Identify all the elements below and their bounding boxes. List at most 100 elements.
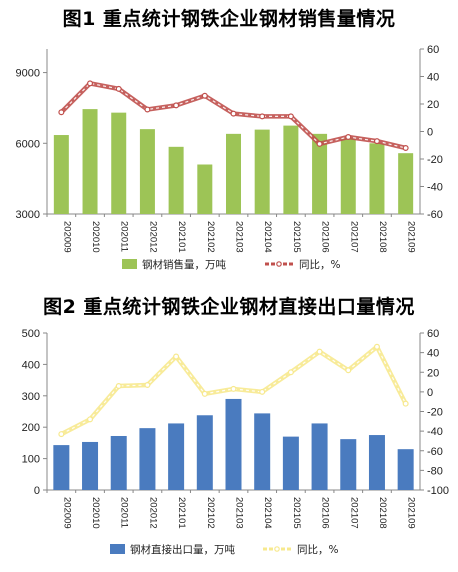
x-tick-label: 202012: [147, 497, 158, 529]
yoy-point: [287, 369, 294, 376]
x-tick-label: 202010: [90, 497, 101, 529]
right-tick-label: 20: [427, 99, 439, 111]
yoy-point: [173, 102, 180, 109]
yoy-point: [316, 140, 323, 147]
yoy-point: [115, 382, 122, 389]
left-tick-label: 9000: [16, 68, 40, 80]
bar: [312, 133, 328, 214]
bar: [225, 398, 242, 490]
yoy-point: [287, 113, 294, 120]
x-tick-label: 202009: [61, 221, 72, 253]
x-tick-label: 202109: [406, 497, 417, 529]
right-tick-label: 60: [427, 44, 439, 56]
yoy-point: [259, 113, 266, 120]
yoy-point: [373, 343, 380, 350]
yoy-point: [230, 385, 237, 392]
legend-bar-swatch: [122, 259, 137, 269]
yoy-point: [402, 400, 409, 407]
left-tick-label: 100: [22, 454, 40, 466]
x-tick-label: 202011: [119, 221, 130, 252]
yoy-point: [345, 367, 352, 374]
legend-bar-swatch: [110, 544, 125, 554]
bar: [168, 146, 184, 214]
left-tick-label: 400: [22, 359, 40, 371]
bar: [254, 129, 270, 214]
legend-line-label: 同比，%: [299, 258, 340, 271]
bar: [82, 109, 98, 214]
right-tick-label: -100: [427, 485, 449, 497]
bar: [139, 129, 155, 214]
yoy-point: [373, 138, 380, 145]
legend-line-marker: [276, 261, 282, 267]
right-tick-label: 20: [427, 367, 439, 379]
bar: [340, 439, 357, 490]
x-tick-label: 202106: [320, 497, 331, 529]
bar: [168, 423, 185, 490]
x-tick-label: 202105: [291, 221, 302, 253]
x-tick-label: 202103: [234, 221, 245, 253]
x-tick-label: 202109: [406, 221, 417, 253]
left-tick-label: 3000: [16, 209, 40, 221]
right-tick-label: 0: [427, 387, 433, 399]
x-tick-label: 202012: [147, 221, 158, 253]
yoy-point: [201, 92, 208, 99]
legend-line-label: 同比，%: [297, 543, 338, 556]
left-tick-label: 0: [34, 485, 40, 497]
bar: [111, 112, 127, 214]
bar: [311, 423, 328, 490]
bar: [110, 435, 127, 490]
right-tick-label: 40: [427, 72, 439, 84]
yoy-point: [58, 431, 65, 438]
yoy-point: [316, 348, 323, 355]
chart-1-title: 图1 重点统计钢铁企业钢材销售量情况: [62, 8, 396, 30]
x-tick-label: 202107: [348, 497, 359, 529]
yoy-point: [87, 416, 94, 423]
bar: [283, 125, 299, 214]
legend-line-marker: [274, 546, 280, 552]
bar: [368, 435, 385, 490]
bar: [340, 137, 356, 214]
bar: [397, 449, 414, 490]
left-tick-label: 300: [22, 391, 40, 403]
right-tick-label: -80: [427, 465, 443, 477]
yoy-point: [259, 388, 266, 395]
x-tick-label: 202101: [176, 497, 187, 529]
left-tick-label: 200: [22, 422, 40, 434]
x-tick-label: 202108: [377, 497, 388, 529]
right-tick-label: -60: [427, 209, 443, 221]
yoy-point: [144, 382, 151, 389]
x-tick-label: 202108: [377, 221, 388, 253]
legend-bar-label: 钢材销售量，万吨: [142, 258, 226, 271]
bar: [53, 135, 69, 214]
yoy-point: [402, 145, 409, 152]
bar: [282, 436, 299, 490]
chart-1-plot: 3000 6000 9000 -60 -40 -20 0 20 40 60 202009 202010…: [16, 44, 443, 271]
yoy-point: [173, 353, 180, 360]
left-tick-label: 500: [22, 328, 40, 340]
chart-1: 图1 重点统计钢铁企业钢材销售量情况 3000 6000 9000 -60 -40 -20…: [16, 8, 443, 271]
bar: [82, 441, 99, 490]
right-tick-label: -40: [427, 426, 443, 438]
x-tick-label: 202106: [320, 221, 331, 253]
bar: [254, 413, 271, 490]
chart-2-plot: 0 100 200 300 400 500 -100 -80 -60 -40 -20 0 20 40 60 2…: [22, 328, 449, 556]
legend-bar-label: 钢材直接出口量，万吨: [130, 543, 235, 556]
chart-2: 图2 重点统计钢铁企业钢材直接出口量情况 0 100 200 300 400 500 -10…: [0, 286, 458, 572]
yoy-point: [58, 109, 65, 116]
right-tick-label: -40: [427, 182, 443, 194]
bar: [53, 445, 70, 490]
bar: [139, 428, 156, 490]
right-tick-label: 60: [427, 328, 439, 340]
x-tick-label: 202011: [119, 497, 130, 528]
x-tick-label: 202103: [234, 497, 245, 529]
yoy-point: [201, 390, 208, 397]
x-tick-label: 202102: [205, 497, 216, 529]
chart-2-title: 图2 重点统计钢铁企业钢材直接出口量情况: [43, 296, 415, 318]
bar: [369, 143, 385, 214]
yoy-point: [345, 134, 352, 141]
x-tick-label: 202009: [61, 497, 72, 529]
right-tick-label: 0: [427, 127, 433, 139]
right-tick-label: -20: [427, 407, 443, 419]
bar: [196, 415, 213, 490]
x-tick-label: 202107: [348, 221, 359, 253]
